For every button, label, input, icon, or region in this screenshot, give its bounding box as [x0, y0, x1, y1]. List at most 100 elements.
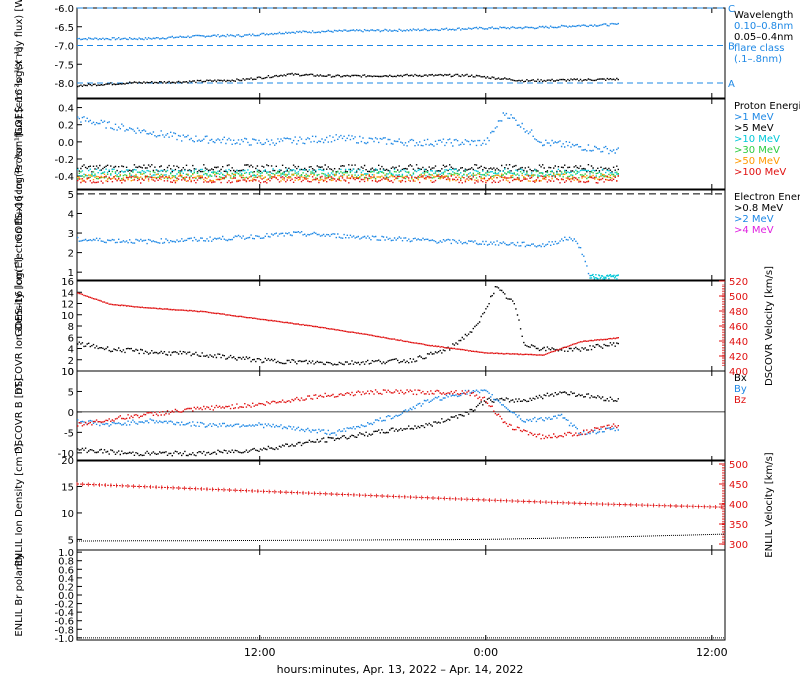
y-tick-label: 10	[61, 509, 74, 520]
y-tick-label: -6.0	[54, 4, 74, 15]
series-points	[589, 273, 619, 280]
y-tick-label: 20	[61, 456, 74, 467]
y-axis-label: GOES–16 log(Proton flux) [cm⁻²s⁻¹sr⁻¹]	[14, 46, 25, 241]
y-tick-label: -0.6	[54, 617, 74, 628]
y-tick-label: 14	[61, 288, 74, 299]
legend-title: Proton Energies	[734, 101, 800, 112]
right-y-tick-label: 500	[729, 292, 748, 303]
y-tick-label: 0.4	[58, 574, 74, 585]
panel-6: 20 15 10 5 ENLIL Ion Density [cm⁻³] 300 350 400…	[14, 443, 775, 566]
y-tick-label: 10	[61, 367, 74, 378]
panel-7: 1.00.80.60.40.20.0-0.2-0.4-0.6-0.8-1.0 EN…	[14, 548, 726, 645]
series-line	[76, 483, 726, 508]
legend-entry: >10 MeV	[734, 134, 780, 145]
series-points	[77, 112, 619, 155]
y-axis-label: GOES–16 log(X ray flux) [W m-2]	[14, 0, 25, 135]
right-y-tick-label: 500	[729, 460, 748, 471]
series-Density	[77, 533, 726, 542]
legend-title: Electron Energies	[734, 192, 800, 203]
right-y-axis-label: DSCOVR Velocity [km/s]	[764, 266, 775, 386]
y-tick-label: 12	[61, 300, 74, 311]
y-tick-label: 0.0	[58, 591, 74, 602]
y-axis-label: ENLIL Ion Density [cm⁻³]	[14, 443, 25, 566]
series-points	[77, 175, 619, 184]
series->30 MeV	[77, 170, 619, 180]
legend-entry: >2 MeV	[734, 214, 774, 225]
y-tick-label: -0.2	[54, 155, 74, 166]
right-y-tick-label: 520	[729, 277, 748, 288]
y-tick-label: 1	[68, 268, 74, 279]
y-tick-label: -7.0	[54, 42, 74, 53]
y-tick-label: 0.2	[58, 582, 74, 593]
y-tick-label: 5	[68, 535, 74, 546]
y-axis-label: ENLIL Br polarity	[14, 553, 25, 636]
legend-title: Wavelength	[734, 10, 793, 21]
series-By	[77, 389, 619, 436]
y-axis-label: DSCOVR B [nT]	[14, 378, 25, 454]
y-tick-label: -0.2	[54, 600, 74, 611]
y-tick-label: -6.5	[54, 23, 74, 34]
legend-entry: By	[734, 384, 747, 395]
panel-1: -6.0 -6.5 -7.0 -7.5 -8.0 GOES–16 log(X ray fl…	[14, 0, 793, 135]
y-tick-label: 0	[68, 408, 74, 419]
y-tick-label: 4	[68, 209, 74, 220]
legend-entry: 0.05–0.4nm	[734, 32, 793, 43]
y-tick-label: 5	[68, 387, 74, 398]
y-tick-label: 0	[68, 367, 74, 378]
y-tick-label: 2	[68, 356, 74, 367]
legend-entry: >100 MeV	[734, 167, 786, 178]
panels: -6.0 -6.5 -7.0 -7.5 -8.0 GOES–16 log(X ray fl…	[14, 0, 800, 645]
flare-class-label: A	[728, 79, 735, 90]
legend-entry: >4 MeV	[734, 225, 774, 236]
series-0.05–0.4nm	[77, 72, 619, 88]
series-points	[77, 170, 619, 180]
y-tick-label: 0.4	[58, 104, 74, 115]
y-tick-label: 15	[61, 482, 74, 493]
y-tick-label: 0.0	[58, 138, 74, 149]
flare-class-label: B	[728, 42, 735, 53]
legend-entry: >50 MeV	[734, 156, 780, 167]
series-Velocity	[76, 482, 726, 510]
series-points	[77, 22, 619, 41]
y-tick-label: -0.4	[54, 608, 74, 619]
series-line	[77, 533, 726, 542]
series-points	[77, 164, 619, 173]
y-tick-label: -1.0	[54, 634, 74, 645]
legend-entry: >5 MeV	[734, 123, 774, 134]
x-axis: 12:00 0:00 12:00	[244, 646, 728, 659]
y-tick-label: 3	[68, 229, 74, 240]
series-points	[77, 168, 619, 177]
right-y-tick-label: 400	[729, 367, 748, 378]
legend-entry: flare class	[734, 43, 784, 54]
y-tick-label: 1.0	[58, 548, 74, 559]
series->50 MeV	[77, 173, 619, 182]
legend-entry: >1 MeV	[734, 112, 774, 123]
series->100 MeV	[77, 175, 619, 184]
right-y-axis-label: ENLIL Velocity [km/s]	[764, 452, 775, 557]
series-points	[77, 173, 619, 182]
series-points	[77, 389, 619, 436]
y-tick-label: 0.8	[58, 557, 74, 568]
y-tick-label: 10	[61, 311, 74, 322]
right-y-tick-label: 480	[729, 307, 748, 318]
right-y-tick-label: 450	[729, 480, 748, 491]
y-tick-label: 5	[68, 190, 74, 201]
y-tick-label: -8.0	[54, 79, 74, 90]
panel-frame	[76, 370, 726, 462]
legend-entry: 0.10–0.8nm	[734, 21, 793, 32]
x-tick-label: 12:00	[696, 646, 728, 659]
y-tick-label: 8	[68, 322, 74, 333]
y-tick-label: -10	[58, 449, 74, 460]
right-y-tick-label: 440	[729, 337, 748, 348]
y-axis-label: DSCOVR Ion Density [cm⁻³]	[14, 257, 25, 395]
series->1 MeV	[77, 112, 619, 155]
series->4 MeV	[589, 273, 619, 280]
y-tick-label: -5	[64, 428, 74, 439]
right-y-tick-label: 420	[729, 352, 748, 363]
right-y-tick-label: 350	[729, 520, 748, 531]
y-tick-label: 0.6	[58, 565, 74, 576]
x-tick-label: 12:00	[244, 646, 276, 659]
